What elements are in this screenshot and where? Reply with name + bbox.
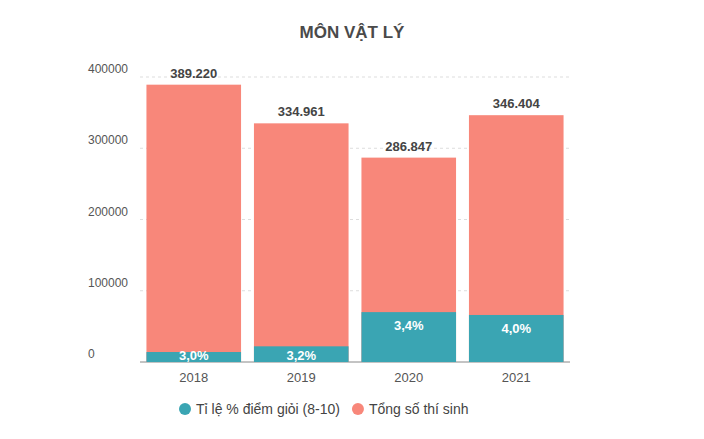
data-label: 389.220 — [170, 66, 217, 81]
bars — [146, 85, 563, 362]
legend-swatch — [352, 403, 364, 415]
legend: Tỉ lệ % điểm giỏi (8-10) Tổng số thí sinh — [179, 401, 469, 417]
bar — [146, 85, 241, 362]
legend-label: Tỉ lệ % điểm giỏi (8-10) — [196, 401, 340, 417]
data-labels: 389.220 334.961 286.847 346.404 3,0% 3,2% 3,4%… — [170, 66, 540, 363]
legend-label: Tổng số thí sinh — [369, 401, 469, 417]
data-label: 3,2% — [286, 348, 316, 363]
bar — [254, 123, 349, 362]
chart-title: MÔN VẬT LÝ — [300, 23, 405, 42]
bar — [361, 158, 456, 362]
bar — [469, 315, 564, 362]
y-tick-label: 100000 — [88, 276, 128, 290]
chart-svg: MÔN VẬT LÝ 0 100000 200000 300000 400000 389.2… — [0, 0, 704, 439]
x-tick-label: 2019 — [287, 370, 316, 385]
data-label: 334.961 — [278, 104, 325, 119]
legend-swatch — [179, 403, 191, 415]
y-tick-label: 200000 — [88, 205, 128, 219]
x-tick-label: 2021 — [502, 370, 531, 385]
data-label: 3,4% — [394, 318, 424, 333]
data-label: 4,0% — [501, 321, 531, 336]
y-tick-label: 0 — [88, 347, 95, 361]
chart-container: MÔN VẬT LÝ 0 100000 200000 300000 400000 389.2… — [0, 0, 704, 439]
bar — [254, 346, 349, 362]
y-tick-label: 400000 — [88, 62, 128, 76]
bar — [361, 312, 456, 362]
data-label: 3,0% — [179, 348, 209, 363]
x-tick-label: 2018 — [179, 370, 208, 385]
data-label: 286.847 — [385, 139, 432, 154]
y-tick-label: 300000 — [88, 133, 128, 147]
bar — [469, 115, 564, 362]
data-label: 346.404 — [493, 96, 541, 111]
x-tick-label: 2020 — [394, 370, 423, 385]
